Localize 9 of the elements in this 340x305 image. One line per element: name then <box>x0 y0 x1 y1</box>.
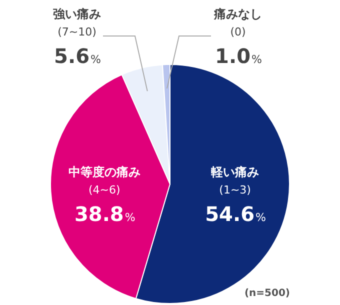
slice-label: 中等度の痛み (4~6) <box>68 165 140 196</box>
text: (n=500) <box>244 288 290 299</box>
data-label: 5.6% <box>54 44 101 68</box>
slice-label: 強い痛み (7~10) <box>53 7 101 38</box>
data-label: 38.8% <box>74 202 136 226</box>
slice-label: 軽い痛み (1~3) <box>210 165 260 196</box>
data-label: 54.6% <box>205 202 266 226</box>
slice-label: 痛みなし (0) <box>213 7 262 38</box>
data-label: 1.0% <box>215 44 262 68</box>
